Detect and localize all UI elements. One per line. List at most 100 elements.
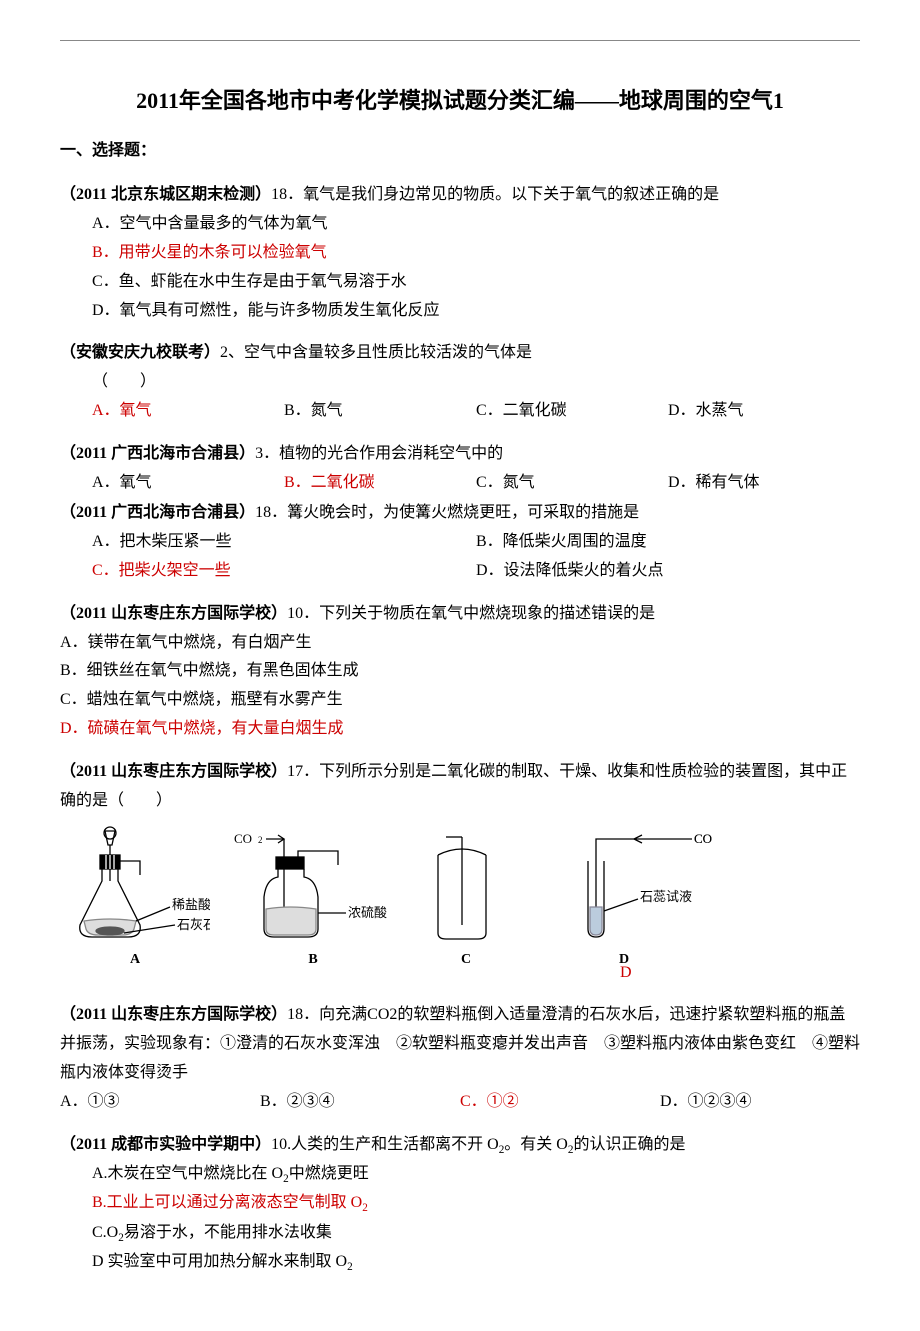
svg-text:2: 2: [258, 835, 263, 845]
q6-fig-a: 稀盐酸 石灰石 A: [60, 825, 210, 972]
q1-opt-b: B．用带火星的木条可以检验氧气: [60, 239, 860, 268]
q3-stem: 植物的光合作用会消耗空气中的: [279, 445, 503, 462]
q1-source: （2011 北京东城区期末检测）: [60, 186, 271, 203]
question-7: （2011 山东枣庄东方国际学校）18．向充满CO2的软塑料瓶倒入适量澄清的石灰…: [60, 1001, 860, 1116]
q1-stem: 氧气是我们身边常见的物质。以下关于氧气的叙述正确的是: [303, 186, 719, 203]
q7-options: A．①③ B．②③④ C．①② D．①②③④: [60, 1088, 860, 1117]
q6-figures: 稀盐酸 石灰石 A CO 2: [60, 825, 860, 972]
q3-opt-c: C．氮气: [476, 469, 668, 498]
q4-opt-c: C．把柴火架空一些: [92, 557, 476, 586]
q4-opt-a: A．把木柴压紧一些: [92, 528, 476, 557]
q8-stem-end: 的认识正确的是: [573, 1136, 685, 1153]
q3-opt-a: A．氧气: [92, 469, 284, 498]
q5-opt-d: D．硫磺在氧气中燃烧，有大量白烟生成: [60, 715, 860, 744]
q8-c-pre: C.O: [92, 1224, 118, 1241]
q8-d-pre: D 实验室中可用加热分解水来制取 O: [92, 1253, 347, 1270]
q1-opt-a: A．空气中含量最多的气体为氧气: [60, 210, 860, 239]
q8-opt-c: C.O2易溶于水，不能用排水法收集: [60, 1219, 860, 1248]
q2-options: A．氧气 B．氮气 C．二氧化碳 D．水蒸气: [60, 397, 860, 426]
q8-stem-post: 。有关 O: [504, 1136, 568, 1153]
q3-opt-b: B．二氧化碳: [284, 469, 476, 498]
q5-stem: 下列关于物质在氧气中燃烧现象的描述错误的是: [319, 605, 655, 622]
q6b-label: 浓硫酸: [348, 905, 387, 920]
q6-fig-d: CO 2 CO 2 石蕊试液 D: [534, 825, 714, 972]
question-1: （2011 北京东城区期末检测）18．氧气是我们身边常见的物质。以下关于氧气的叙…: [60, 181, 860, 325]
q2-opt-b: B．氮气: [284, 397, 476, 426]
q8-a-pre: A.木炭在空气中燃烧比在 O: [92, 1165, 283, 1182]
doc-title: 2011年全国各地市中考化学模拟试题分类汇编——地球周围的空气1: [60, 81, 860, 121]
flask-apparatus-icon: 稀盐酸 石灰石: [60, 825, 210, 945]
q6a-label1: 稀盐酸: [172, 897, 210, 912]
question-4: （2011 广西北海市合浦县）18．篝火晚会时，为使篝火燃烧更旺，可采取的措施是…: [60, 499, 860, 585]
top-rule: [60, 40, 860, 41]
q7-stem-line: （2011 山东枣庄东方国际学校）18．向充满CO2的软塑料瓶倒入适量澄清的石灰…: [60, 1001, 860, 1087]
q8-c-post: 易溶于水，不能用排水法收集: [124, 1224, 332, 1241]
sub-2d: 2: [362, 1202, 368, 1214]
q8-stem-line: （2011 成都市实验中学期中）10.人类的生产和生活都离不开 O2。有关 O2…: [60, 1131, 860, 1160]
q1-num: 18．: [271, 186, 303, 203]
gas-collection-icon: [416, 825, 516, 945]
q4-opt-b: B．降低柴火周围的温度: [476, 528, 860, 557]
q5-opt-b: B．细铁丝在氧气中燃烧，有黑色固体生成: [60, 657, 860, 686]
q2-stem: 空气中含量较多且性质比较活泼的气体是: [244, 344, 532, 361]
q8-source: （2011 成都市实验中学期中）: [60, 1136, 271, 1153]
q7-opt-b: B．②③④: [260, 1088, 460, 1117]
q2-num: 2、: [220, 344, 244, 361]
question-8: （2011 成都市实验中学期中）10.人类的生产和生活都离不开 O 2 。有关 O 2…: [60, 1131, 860, 1278]
q8-stem-pre: 人类的生产和生活都离不开 O: [291, 1136, 499, 1153]
q2-source: （安徽安庆九校联考）: [60, 344, 220, 361]
q5-opt-a: A．镁带在氧气中燃烧，有白烟产生: [60, 629, 860, 658]
question-2: （安徽安庆九校联考）2、空气中含量较多且性质比较活泼的气体是 （ ） A．氧气 …: [60, 339, 860, 425]
q2-opt-d: D．水蒸气: [668, 397, 860, 426]
q8-opt-a: A.木炭在空气中燃烧比在 O2中燃烧更旺: [60, 1160, 860, 1189]
q5-opt-c: C．蜡烛在氧气中燃烧，瓶壁有水雾产生: [60, 686, 860, 715]
q7-opt-a: A．①③: [60, 1088, 260, 1117]
q6-fig-c: C: [416, 825, 516, 972]
q6-num: 17．: [287, 763, 319, 780]
q5-source: （2011 山东枣庄东方国际学校）: [60, 605, 287, 622]
q4-options-row2: C．把柴火架空一些 D．设法降低柴火的着火点: [60, 557, 860, 586]
q6a-label2: 石灰石: [177, 917, 210, 932]
q7-opt-c: C．①②: [460, 1088, 660, 1117]
q8-opt-d: D 实验室中可用加热分解水来制取 O2: [60, 1248, 860, 1277]
q8-b-pre: B.工业上可以通过分离液态空气制取 O: [92, 1194, 362, 1211]
q2-opt-a: A．氧气: [92, 397, 284, 426]
q3-num: 3．: [255, 445, 279, 462]
q3-opt-d: D．稀有气体: [668, 469, 860, 498]
q2-opt-c: C．二氧化碳: [476, 397, 668, 426]
q6-label-b: B: [308, 947, 317, 972]
q1-stem-line: （2011 北京东城区期末检测）18．氧气是我们身边常见的物质。以下关于氧气的叙…: [60, 181, 860, 210]
q1-opt-d: D．氧气具有可燃性，能与许多物质发生氧化反应: [60, 297, 860, 326]
q4-num: 18．: [255, 504, 287, 521]
q6-label-a: A: [130, 947, 140, 972]
q8-opt-b: B.工业上可以通过分离液态空气制取 O2: [60, 1189, 860, 1218]
q4-options-row1: A．把木柴压紧一些 B．降低柴火周围的温度: [60, 528, 860, 557]
q3-options: A．氧气 B．二氧化碳 C．氮气 D．稀有气体: [60, 469, 860, 498]
q3-stem-line: （2011 广西北海市合浦县）3．植物的光合作用会消耗空气中的: [60, 440, 860, 469]
q3-source: （2011 广西北海市合浦县）: [60, 445, 255, 462]
q6-label-c: C: [461, 947, 471, 972]
q4-stem-line: （2011 广西北海市合浦县）18．篝火晚会时，为使篝火燃烧更旺，可采取的措施是: [60, 499, 860, 528]
q4-source: （2011 广西北海市合浦县）: [60, 504, 255, 521]
q8-num: 10.: [271, 1136, 291, 1153]
section-heading: 一、选择题：: [60, 137, 860, 166]
svg-text:CO: CO: [694, 831, 712, 846]
q5-num: 10．: [287, 605, 319, 622]
q2-paren: （ ）: [60, 368, 860, 397]
q6-fig-b: CO 2 浓硫酸 B: [228, 825, 398, 972]
q7-num: 18．: [287, 1006, 319, 1023]
q6d-label: 石蕊试液: [640, 889, 692, 904]
q2-stem-line: （安徽安庆九校联考）2、空气中含量较多且性质比较活泼的气体是: [60, 339, 860, 368]
question-5: （2011 山东枣庄东方国际学校）10．下列关于物质在氧气中燃烧现象的描述错误的…: [60, 600, 860, 744]
q7-opt-d: D．①②③④: [660, 1088, 860, 1117]
q6b-co2: CO: [234, 831, 252, 846]
question-6: （2011 山东枣庄东方国际学校）17．下列所示分别是二氧化碳的制取、干燥、收集…: [60, 758, 860, 988]
q8-a-post: 中燃烧更旺: [289, 1165, 369, 1182]
q6-source: （2011 山东枣庄东方国际学校）: [60, 763, 287, 780]
sub-2f: 2: [347, 1261, 353, 1273]
q4-stem: 篝火晚会时，为使篝火燃烧更旺，可采取的措施是: [287, 504, 639, 521]
q1-opt-c: C．鱼、虾能在水中生存是由于氧气易溶于水: [60, 268, 860, 297]
q6-stem-line: （2011 山东枣庄东方国际学校）17．下列所示分别是二氧化碳的制取、干燥、收集…: [60, 758, 860, 816]
question-3: （2011 广西北海市合浦县）3．植物的光合作用会消耗空气中的 A．氧气 B．二…: [60, 440, 860, 498]
gas-washing-icon: CO 2 浓硫酸: [228, 825, 398, 945]
